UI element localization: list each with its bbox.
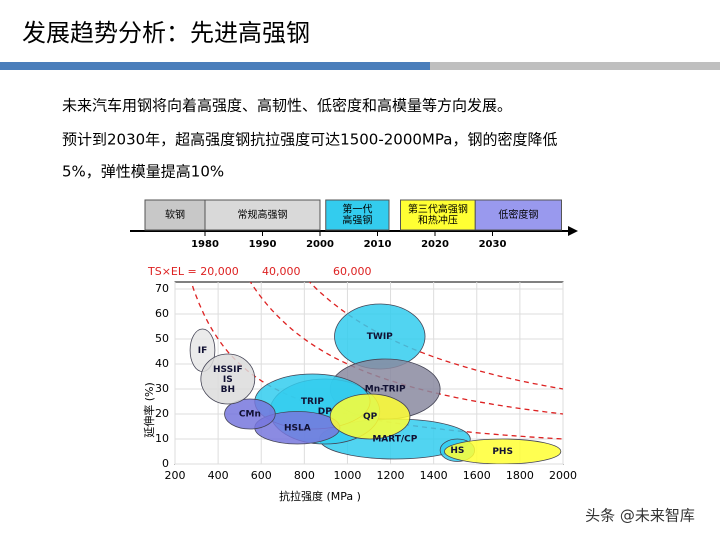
curve-label: TS×EL = 20,000 [147, 265, 239, 278]
y-tick-label: 70 [155, 282, 169, 295]
timeline-segment [474, 199, 562, 231]
region-label: HS [450, 446, 464, 456]
timeline-label: 第三代高强钢和热冲压 [408, 203, 468, 227]
region-label: Mn-TRIP [365, 385, 406, 395]
region-label: TRIP [301, 397, 324, 407]
title-bar [0, 62, 430, 70]
watermark: 头条 @未来智库 [585, 507, 695, 525]
region-label: DP [318, 407, 332, 417]
x-tick-label: 1600 [463, 469, 491, 482]
x-tick-label: 200 [165, 469, 186, 482]
timeline-tick-label: 1990 [249, 239, 277, 250]
timeline-segment [325, 199, 390, 231]
x-tick-label: 1000 [333, 469, 361, 482]
y-tick-label: 20 [155, 407, 169, 420]
steel-region [200, 353, 256, 405]
region-label: QP [363, 412, 378, 422]
region-label: HSSIF IS BH [213, 365, 243, 395]
curve-label: 60,000 [333, 265, 372, 278]
body-line: 5%，弹性模量提高10% [62, 163, 224, 181]
y-tick-label: 60 [155, 307, 169, 320]
timeline-label: 常规高强钢 [238, 208, 288, 221]
timeline-tick-label: 2030 [479, 239, 507, 250]
body-line: 未来汽车用钢将向着高强度、高韧性、低密度和高模量等方向发展。 [62, 97, 512, 115]
x-tick-label: 1200 [377, 469, 405, 482]
steel-region [224, 398, 276, 430]
x-tick-label: 400 [208, 469, 229, 482]
title-bar [430, 62, 720, 70]
timeline-arrow [568, 226, 578, 236]
y-tick-label: 30 [155, 382, 169, 395]
timeline-label: 软钢 [165, 208, 185, 221]
y-axis-title: 延伸率 (%) [142, 382, 156, 438]
region-label: MART/CP [372, 435, 417, 445]
x-tick-label: 600 [251, 469, 272, 482]
x-axis-title: 抗拉强度 (MPa ) [279, 489, 361, 503]
region-label: IF [198, 346, 208, 356]
timeline-tick-label: 2000 [306, 239, 334, 250]
x-tick-label: 1800 [506, 469, 534, 482]
body-line: 预计到2030年，超高强度钢抗拉强度可达1500-2000MPa，钢的密度降低 [62, 131, 557, 149]
timeline-tick-label: 2020 [421, 239, 449, 250]
region-label: PHS [492, 447, 513, 457]
timeline-tick-label: 2010 [364, 239, 392, 250]
steel-region [329, 393, 411, 440]
timeline-label: 第一代高强钢 [342, 203, 372, 227]
steel-region [444, 438, 562, 464]
x-tick-label: 800 [294, 469, 315, 482]
y-tick-label: 40 [155, 357, 169, 370]
timeline-label: 低密度钢 [498, 208, 538, 221]
timeline-segment [204, 199, 321, 231]
y-tick-label: 50 [155, 332, 169, 345]
curve-label: 40,000 [262, 265, 301, 278]
region-label: HSLA [284, 423, 311, 433]
x-tick-label: 1400 [420, 469, 448, 482]
timeline-tick-label: 1980 [191, 239, 219, 250]
y-tick-label: 0 [162, 457, 169, 470]
region-label: TWIP [367, 332, 393, 342]
y-tick-label: 10 [155, 432, 169, 445]
region-label: CMn [239, 410, 261, 420]
slide-title: 发展趋势分析：先进高强钢 [22, 19, 310, 47]
x-tick-label: 2000 [549, 469, 577, 482]
constant-curve [308, 282, 563, 390]
